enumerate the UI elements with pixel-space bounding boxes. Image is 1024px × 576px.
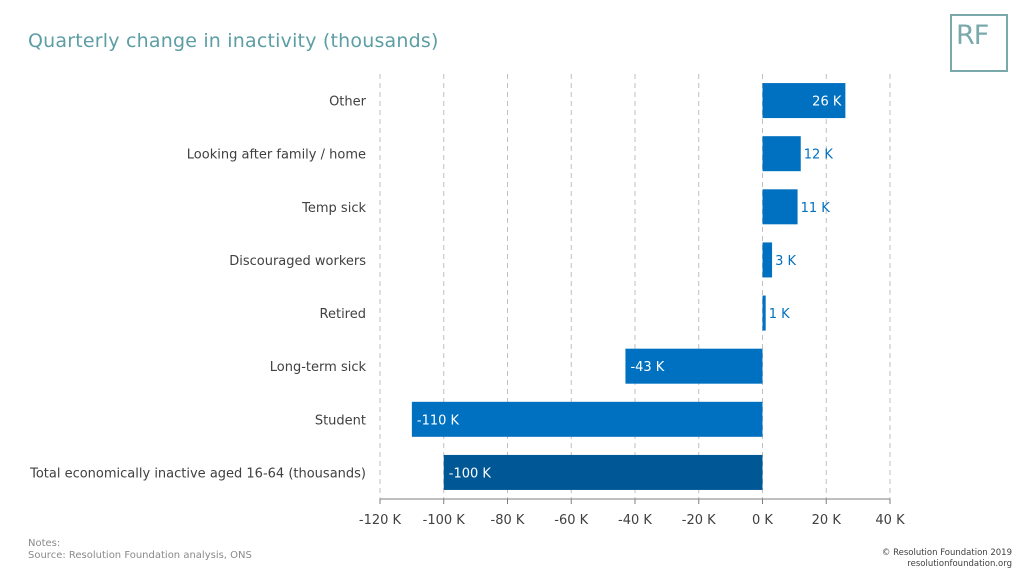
data-label: 26 K: [812, 95, 842, 110]
x-tick-label: -40 K: [618, 513, 652, 528]
copyright: © Resolution Foundation 2019 resolutionf…: [882, 548, 1012, 570]
bar: [625, 348, 763, 384]
x-tick-label: -60 K: [554, 513, 588, 528]
x-axis: -120 K -100 K -80 K -60 K -40 K -20 K 0 K 20 K 4…: [359, 498, 905, 528]
category-label: Discouraged workers: [229, 254, 366, 269]
x-tick-label: -80 K: [491, 513, 525, 528]
data-labels: 26 K 12 K 11 K 3 K 1 K -43 K -110 K -100 K: [417, 95, 842, 482]
category-labels: Other Looking after family / home Temp sic…: [29, 95, 367, 482]
bar: [762, 189, 798, 225]
copyright-text: © Resolution Foundation 2019: [881, 548, 1012, 558]
bars: [411, 83, 846, 490]
bar: [762, 295, 766, 331]
category-label: Looking after family / home: [187, 148, 366, 163]
category-label: Student: [315, 413, 366, 428]
bar: [762, 242, 773, 278]
bar: [443, 454, 763, 490]
x-tick-label: 0 K: [752, 513, 773, 528]
category-label: Retired: [320, 307, 366, 322]
category-label: Temp sick: [301, 201, 366, 216]
data-label: -43 K: [630, 360, 664, 375]
x-tick-label: 20 K: [812, 513, 842, 528]
logo-text: RF: [956, 20, 989, 51]
x-tick-label: -120 K: [359, 513, 402, 528]
notes: Notes: Source: Resolution Foundation ana…: [28, 538, 252, 562]
category-label: Other: [329, 95, 367, 110]
bar: [762, 83, 846, 119]
x-tick-label: 40 K: [875, 513, 905, 528]
data-label: 11 K: [801, 201, 831, 216]
rf-logo: RF: [950, 14, 1008, 72]
source-text: Source: Resolution Foundation analysis, …: [28, 550, 252, 561]
data-label: 3 K: [775, 254, 796, 269]
bar: [762, 136, 801, 172]
category-label: Long-term sick: [270, 360, 367, 375]
x-tick-label: -100 K: [423, 513, 466, 528]
data-label: -100 K: [449, 466, 492, 481]
data-label: -110 K: [417, 413, 460, 428]
x-tick-label: -20 K: [682, 513, 716, 528]
bar: [411, 401, 763, 437]
data-label: 1 K: [769, 307, 790, 322]
data-label: 12 K: [804, 148, 834, 163]
chart-title: Quarterly change in inactivity (thousand…: [28, 30, 439, 52]
notes-label: Notes:: [28, 538, 61, 549]
website-text: resolutionfoundation.org: [907, 559, 1012, 569]
category-label: Total economically inactive aged 16-64 (…: [29, 466, 366, 481]
